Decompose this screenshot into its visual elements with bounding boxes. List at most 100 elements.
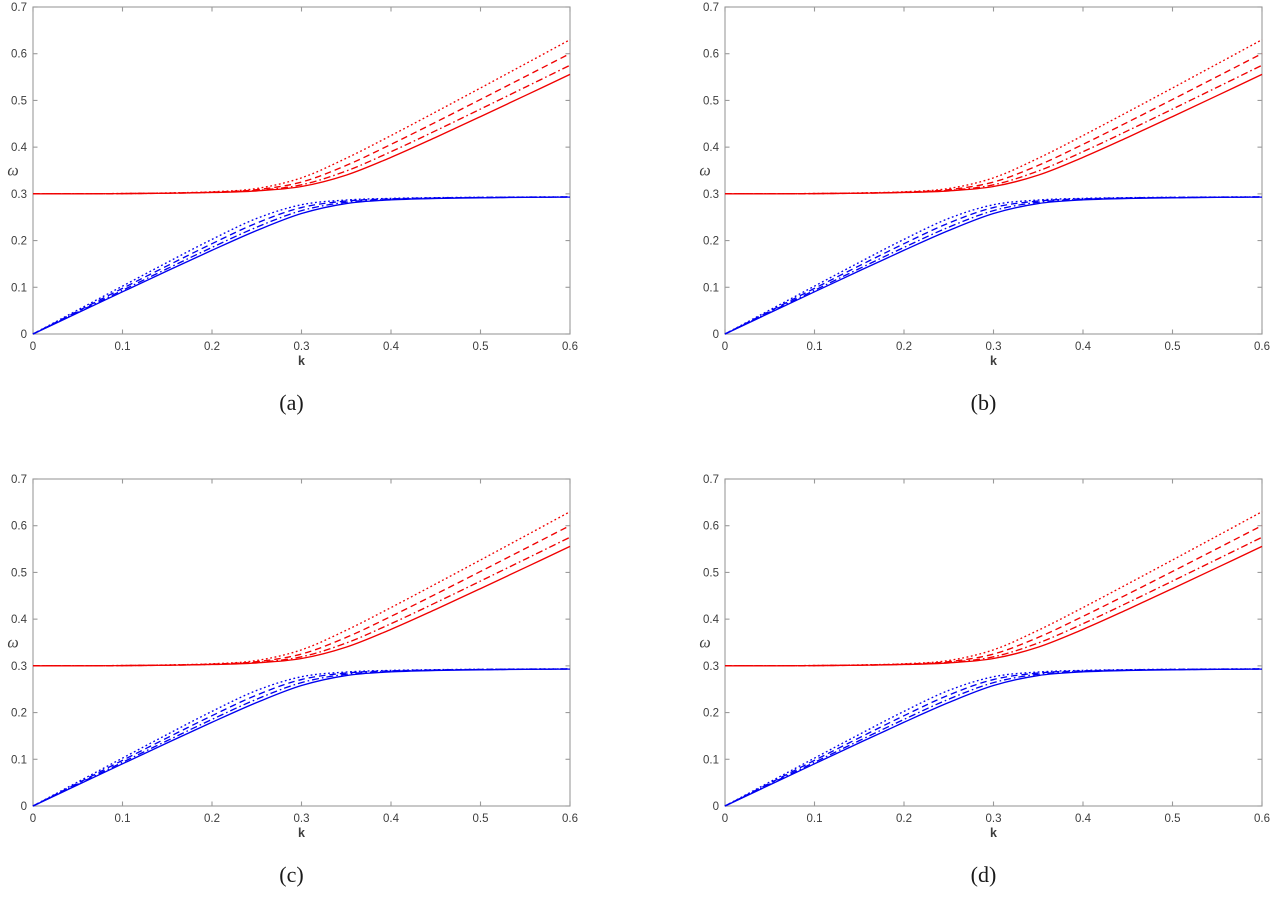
x-axis-label: k (298, 826, 305, 840)
y-tick-label: 0.7 (703, 474, 719, 486)
x-tick-label: 0.6 (1254, 341, 1270, 353)
x-tick-label: 0 (30, 813, 36, 825)
lower-branch-dashed-curve (32, 196, 571, 335)
upper-branch-solid-curve (32, 545, 571, 667)
x-tick-label: 0.5 (1165, 341, 1181, 353)
y-tick-label: 0.2 (703, 708, 719, 720)
upper-branch-dashdot-curve (724, 64, 1263, 195)
y-tick-label: 0.1 (703, 754, 719, 766)
panel-label-b: (b) (971, 390, 997, 415)
x-tick-label: 0 (30, 341, 36, 353)
lower-branch-dotted-curve (724, 196, 1263, 335)
y-tick-label: 0.4 (703, 614, 720, 626)
panel-label-a: (a) (279, 390, 303, 415)
upper-branch-dashdot-curve (32, 64, 571, 195)
y-tick-label: 0.4 (11, 142, 28, 154)
x-tick-label: 0.6 (562, 341, 578, 353)
y-tick-label: 0.2 (11, 708, 27, 720)
x-tick-label: 0.6 (562, 813, 578, 825)
x-tick-label: 0.1 (807, 813, 823, 825)
y-tick-label: 0.4 (11, 614, 28, 626)
y-tick-label: 0.6 (703, 521, 719, 533)
y-tick-label: 0.5 (703, 567, 719, 579)
y-tick-label: 0.3 (11, 189, 27, 201)
x-tick-label: 0.3 (294, 341, 310, 353)
panel-c-canvas: 0 0.1 0.2 0.3 0.4 0.5 0.6 0 0.1 0.2 0.3 0.4 0.5 0.6 0.… (7, 474, 578, 887)
y-tick-label: 0.4 (703, 142, 720, 154)
lower-branch-dotted-curve (32, 196, 571, 335)
upper-branch-solid-curve (724, 545, 1263, 667)
panel-a-canvas: 0 0.1 0.2 0.3 0.4 0.5 0.6 0 0.1 0.2 0.3 0.4 0.5 0.6 0.… (7, 2, 578, 415)
upper-branch-solid-curve (32, 73, 571, 195)
x-tick-label: 0.1 (115, 341, 131, 353)
y-tick-label: 0.7 (11, 474, 27, 486)
panel-c: 0 0.1 0.2 0.3 0.4 0.5 0.6 0 0.1 0.2 0.3 0.4 0.5 0.6 0.… (0, 472, 640, 898)
y-tick-label: 0.6 (11, 49, 27, 61)
x-tick-label: 0.3 (986, 813, 1002, 825)
x-tick-label: 0.3 (986, 341, 1002, 353)
upper-branch-dashed-curve (32, 524, 571, 667)
x-tick-label: 0 (722, 341, 728, 353)
x-tick-label: 0.1 (115, 813, 131, 825)
upper-branch-dashed-curve (32, 52, 571, 195)
x-tick-label: 0.5 (473, 813, 489, 825)
lower-branch-dashed-curve (724, 668, 1263, 807)
panel-b: 0 0.1 0.2 0.3 0.4 0.5 0.6 0 0.1 0.2 0.3 0.4 0.5 0.6 0.… (692, 0, 1280, 450)
lower-branch-dotted-curve (32, 668, 571, 807)
lower-branch-solid-curve (32, 196, 571, 335)
y-tick-label: 0 (713, 329, 719, 341)
lower-branch-dashed-curve (724, 196, 1263, 335)
lower-branch-dotted-curve (724, 668, 1263, 807)
y-axis-label: ω (699, 635, 710, 652)
panel-label-c: (c) (279, 862, 303, 887)
upper-branch-dashed-curve (724, 52, 1263, 195)
y-tick-label: 0.6 (703, 49, 719, 61)
upper-branch-dashdot-curve (724, 536, 1263, 667)
panel-b-canvas: 0 0.1 0.2 0.3 0.4 0.5 0.6 0 0.1 0.2 0.3 0.4 0.5 0.6 0.… (699, 2, 1270, 415)
y-tick-label: 0.5 (703, 95, 719, 107)
y-tick-label: 0 (21, 329, 27, 341)
x-tick-label: 0.2 (204, 813, 220, 825)
y-tick-label: 0.2 (11, 236, 27, 248)
x-tick-label: 0.6 (1254, 813, 1270, 825)
upper-branch-dotted-curve (724, 39, 1263, 195)
y-axis-label: ω (7, 635, 18, 652)
axes-box (32, 6, 571, 335)
x-tick-label: 0.4 (383, 813, 400, 825)
upper-branch-dotted-curve (724, 511, 1263, 667)
panel-a: 0 0.1 0.2 0.3 0.4 0.5 0.6 0 0.1 0.2 0.3 0.4 0.5 0.6 0.… (0, 0, 640, 450)
upper-branch-dashdot-curve (32, 536, 571, 667)
x-axis-label: k (990, 826, 997, 840)
y-tick-label: 0.2 (703, 236, 719, 248)
upper-branch-dotted-curve (32, 511, 571, 667)
lower-branch-dashdot-curve (32, 668, 571, 807)
y-tick-label: 0.1 (11, 282, 27, 294)
x-tick-label: 0.4 (1075, 813, 1092, 825)
upper-branch-solid-curve (724, 73, 1263, 195)
x-tick-label: 0.2 (896, 813, 912, 825)
upper-branch-dotted-curve (32, 39, 571, 195)
y-tick-label: 0 (713, 801, 719, 813)
lower-branch-dashdot-curve (32, 196, 571, 335)
x-tick-label: 0.5 (473, 341, 489, 353)
x-tick-label: 0.2 (896, 341, 912, 353)
axes-box (724, 6, 1263, 335)
lower-branch-solid-curve (724, 668, 1263, 807)
panel-d-canvas: 0 0.1 0.2 0.3 0.4 0.5 0.6 0 0.1 0.2 0.3 0.4 0.5 0.6 0.… (699, 474, 1270, 887)
lower-branch-dashed-curve (32, 668, 571, 807)
x-tick-label: 0 (722, 813, 728, 825)
x-tick-label: 0.3 (294, 813, 310, 825)
axes-box (32, 478, 571, 807)
x-tick-label: 0.5 (1165, 813, 1181, 825)
y-axis-label: ω (7, 163, 18, 180)
y-tick-label: 0.3 (703, 189, 719, 201)
y-tick-label: 0.3 (703, 661, 719, 673)
axes-box (724, 478, 1263, 807)
x-tick-label: 0.2 (204, 341, 220, 353)
lower-branch-solid-curve (32, 668, 571, 807)
x-axis-label: k (298, 354, 305, 368)
y-tick-label: 0.5 (11, 567, 27, 579)
y-tick-label: 0.5 (11, 95, 27, 107)
y-tick-label: 0.3 (11, 661, 27, 673)
